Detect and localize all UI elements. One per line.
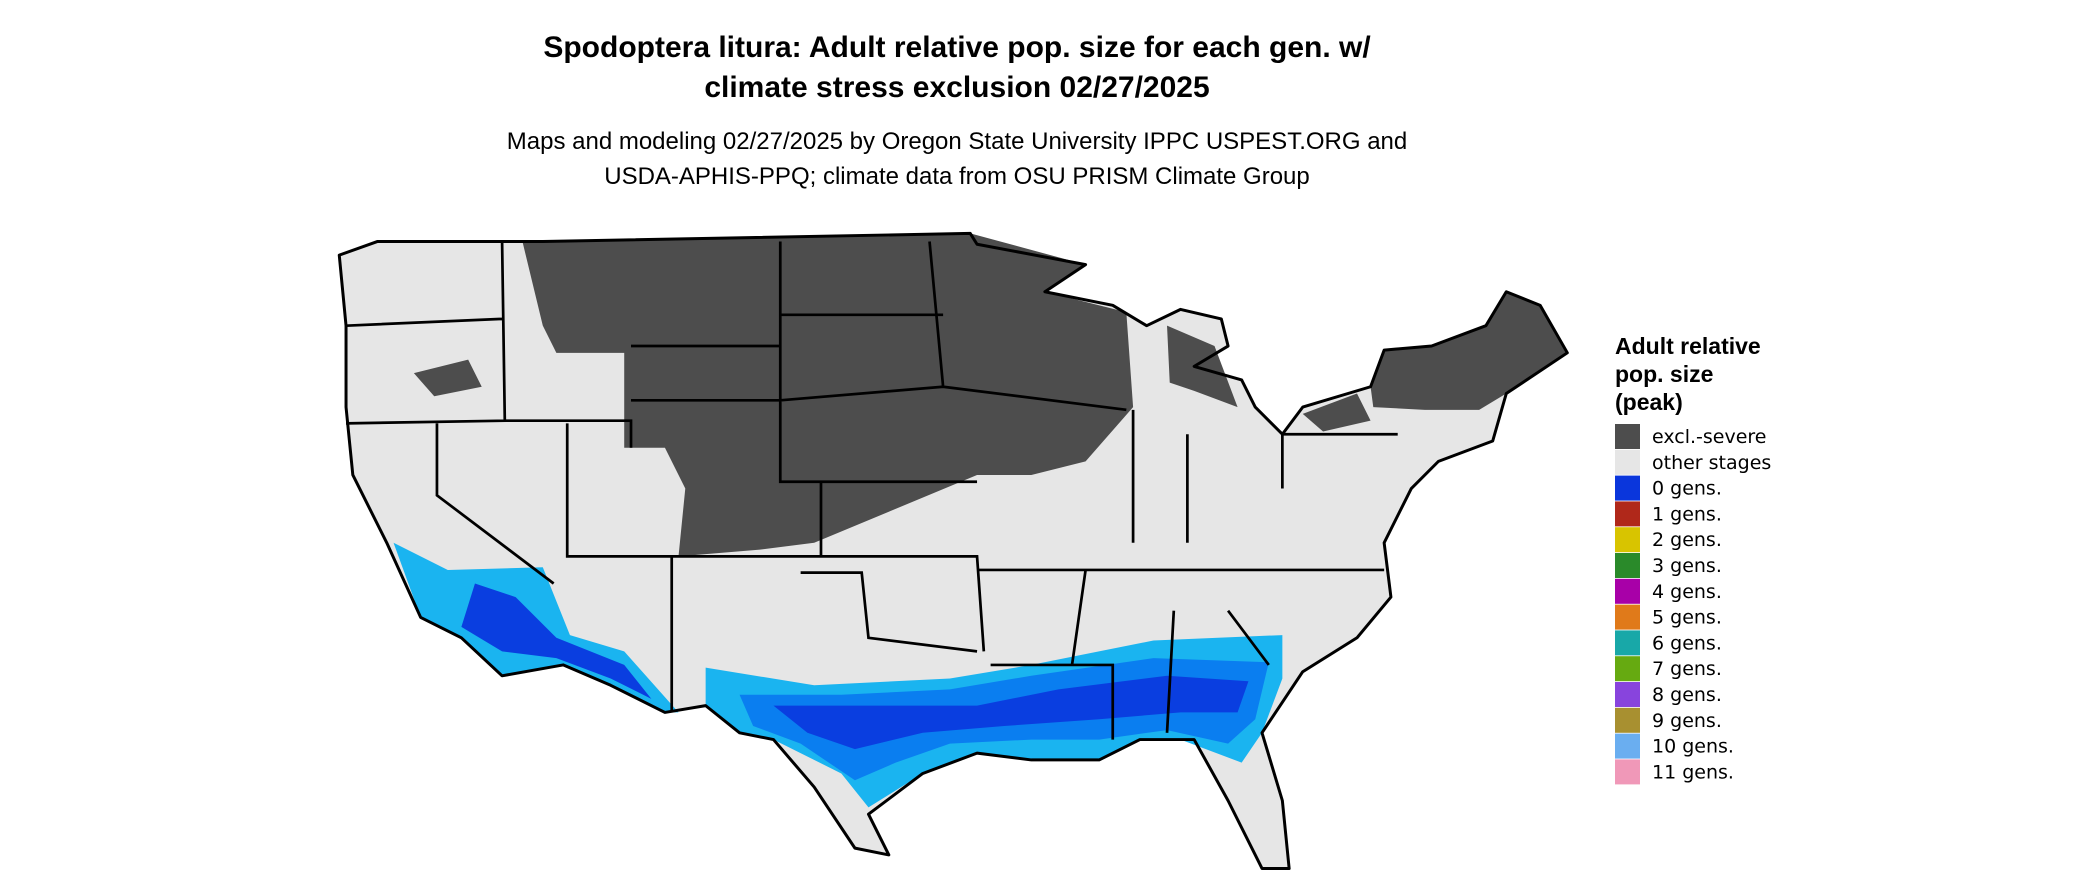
legend-swatch <box>1615 449 1640 475</box>
legend-swatch <box>1615 604 1640 630</box>
legend-label: 7 gens. <box>1652 658 1722 680</box>
excluded-region <box>522 233 1134 557</box>
subtitle: Maps and modeling 02/27/2025 by Oregon S… <box>507 128 1407 155</box>
legend-title: Adult relative <box>1615 333 1761 359</box>
legend-label: 8 gens. <box>1652 684 1722 706</box>
legend-swatch <box>1615 553 1640 578</box>
titles: Spodoptera litura: Adult relative pop. s… <box>507 31 1407 190</box>
title: climate stress exclusion 02/27/2025 <box>704 71 1209 104</box>
legend-swatch <box>1615 578 1640 604</box>
us-map <box>337 231 1569 870</box>
legend-swatch <box>1615 630 1640 656</box>
legend-title: (peak) <box>1615 389 1683 415</box>
excluded-region <box>1302 393 1371 432</box>
legend-swatch <box>1615 682 1640 707</box>
legend-label: 1 gens. <box>1652 503 1722 525</box>
legend-swatch <box>1615 527 1640 553</box>
legend-swatch <box>1615 733 1640 759</box>
legend-swatch <box>1615 656 1640 682</box>
legend-label: 9 gens. <box>1652 710 1722 732</box>
subtitle: USDA-APHIS-PPQ; climate data from OSU PR… <box>604 163 1310 190</box>
legend-swatch <box>1615 501 1640 527</box>
legend-title: pop. size <box>1615 361 1713 387</box>
legend-label: 0 gens. <box>1652 478 1722 500</box>
legend-label: 10 gens. <box>1652 736 1734 758</box>
gens-band-core <box>773 675 1249 750</box>
legend-label: 11 gens. <box>1652 761 1734 783</box>
excluded-region <box>1370 291 1568 410</box>
gens-band-core <box>461 583 652 699</box>
excluded-region <box>1167 325 1238 408</box>
excluded-region <box>413 359 482 397</box>
legend-label: 6 gens. <box>1652 632 1722 654</box>
legend-label: 4 gens. <box>1652 581 1722 603</box>
legend-label: 2 gens. <box>1652 529 1722 551</box>
legend-swatch <box>1615 475 1640 501</box>
legend-label: 3 gens. <box>1652 555 1722 577</box>
legend-label: other stages <box>1652 452 1771 474</box>
legend-label: excl.-severe <box>1652 426 1767 448</box>
legend-swatch <box>1615 707 1640 733</box>
legend-swatch <box>1615 424 1640 449</box>
state-borders <box>345 241 1398 740</box>
title: Spodoptera litura: Adult relative pop. s… <box>543 31 1371 64</box>
legend-swatch <box>1615 759 1640 785</box>
outline <box>337 231 1569 870</box>
legend-label: 5 gens. <box>1652 607 1722 629</box>
